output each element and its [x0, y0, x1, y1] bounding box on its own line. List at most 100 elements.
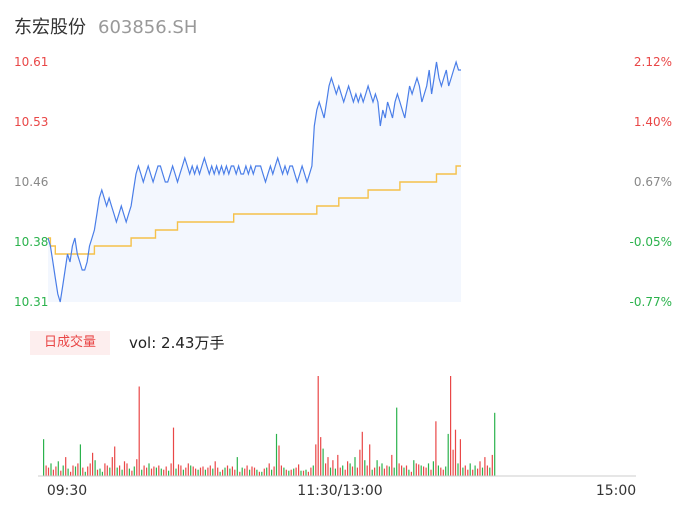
volume-bar	[332, 460, 334, 476]
volume-bar	[209, 465, 211, 476]
volume-bar	[273, 466, 275, 476]
volume-bar	[133, 466, 135, 476]
volume-bar	[106, 465, 108, 476]
volume-bar	[293, 468, 295, 476]
volume-bar	[396, 407, 398, 476]
volume-bar	[123, 461, 126, 476]
volume-bar	[121, 469, 123, 476]
volume-bar	[462, 467, 464, 476]
volume-bar	[192, 466, 194, 476]
volume-bar	[420, 465, 422, 476]
volume-bar	[366, 465, 368, 476]
volume-bar	[239, 471, 241, 476]
volume-bar	[285, 469, 287, 476]
volume-bar	[391, 454, 393, 476]
volume-bar	[325, 463, 327, 476]
volume-bar	[104, 463, 106, 476]
volume-bar	[398, 463, 400, 476]
volume-bar	[172, 427, 175, 476]
volume-bar	[393, 467, 395, 476]
volume-bar	[442, 469, 444, 476]
volume-bar	[435, 421, 437, 476]
volume-bar	[437, 465, 439, 476]
volume-bar	[405, 465, 408, 476]
volume-bar	[295, 467, 297, 476]
volume-bar	[170, 463, 172, 476]
volume-bar	[60, 470, 62, 476]
volume-bar	[481, 467, 484, 476]
volume-bar	[249, 469, 251, 476]
volume-bar	[359, 449, 361, 476]
volume-bar	[486, 465, 488, 476]
volume-bar	[163, 469, 165, 476]
volume-bar	[72, 465, 74, 476]
volume-bar	[128, 468, 130, 476]
volume-bar	[408, 469, 410, 476]
stock-name: 东宏股份	[14, 17, 86, 38]
volume-bar	[268, 463, 270, 476]
volume-bar	[388, 466, 390, 476]
volume-bar	[334, 468, 336, 476]
y-tick-right: 2.12%	[634, 55, 672, 69]
volume-bar	[153, 466, 155, 476]
volume-bar	[165, 466, 167, 476]
volume-bar	[190, 465, 192, 476]
volume-bar	[116, 467, 118, 476]
volume-bar	[263, 468, 265, 476]
volume-bar	[376, 460, 378, 476]
volume-bar	[423, 466, 425, 476]
volume-bar	[418, 464, 420, 476]
volume-bar	[305, 469, 307, 476]
volume-bar	[469, 463, 471, 476]
volume-bar	[67, 468, 69, 476]
volume-bar	[234, 469, 236, 476]
volume-bar	[182, 469, 184, 476]
price-area-fill	[48, 62, 461, 302]
volume-bar	[383, 468, 385, 476]
volume-bar	[246, 465, 248, 476]
daily-volume-tab[interactable]: 日成交量	[30, 331, 110, 355]
volume-bar	[155, 467, 157, 476]
y-tick-right: 0.67%	[634, 175, 672, 189]
volume-bar	[99, 468, 101, 476]
volume-bar	[300, 470, 302, 476]
y-tick-left: 10.46	[14, 175, 48, 189]
volume-bar	[371, 469, 373, 476]
volume-bar	[175, 468, 177, 476]
volume-bar	[126, 463, 128, 476]
volume-bar	[312, 465, 314, 476]
volume-bar	[457, 463, 459, 476]
volume-bar	[474, 465, 476, 476]
volume-bar	[43, 439, 45, 476]
volume-bar	[258, 471, 260, 476]
volume-bar	[315, 444, 317, 476]
volume-bar	[84, 471, 86, 476]
volume-bar	[114, 446, 116, 476]
volume-bar	[65, 457, 67, 476]
volume-bar	[347, 461, 349, 476]
volume-bar	[241, 467, 243, 476]
volume-bar	[55, 466, 57, 476]
volume-bar	[199, 467, 202, 476]
volume-bar	[222, 469, 224, 476]
y-tick-right: -0.77%	[630, 295, 672, 309]
volume-bar	[361, 431, 363, 476]
volume-bar	[168, 470, 170, 476]
volume-bar	[425, 467, 427, 476]
volume-bar	[119, 465, 121, 476]
volume-bar	[45, 465, 47, 476]
volume-bar	[327, 457, 329, 476]
volume-bar	[253, 467, 256, 476]
volume-bar	[138, 386, 140, 476]
volume-bar	[217, 467, 219, 476]
y-tick-left: 10.31	[14, 295, 48, 309]
volume-bar	[136, 459, 138, 476]
y-tick-left: 10.61	[14, 55, 48, 69]
y-tick-right: -0.05%	[630, 235, 672, 249]
stock-code: 603856.SH	[98, 17, 198, 38]
volume-bar	[410, 471, 412, 476]
y-tick-left: 10.38	[14, 235, 48, 249]
volume-bar	[204, 469, 206, 476]
volume-readout: vol: 2.43万手	[129, 334, 225, 352]
